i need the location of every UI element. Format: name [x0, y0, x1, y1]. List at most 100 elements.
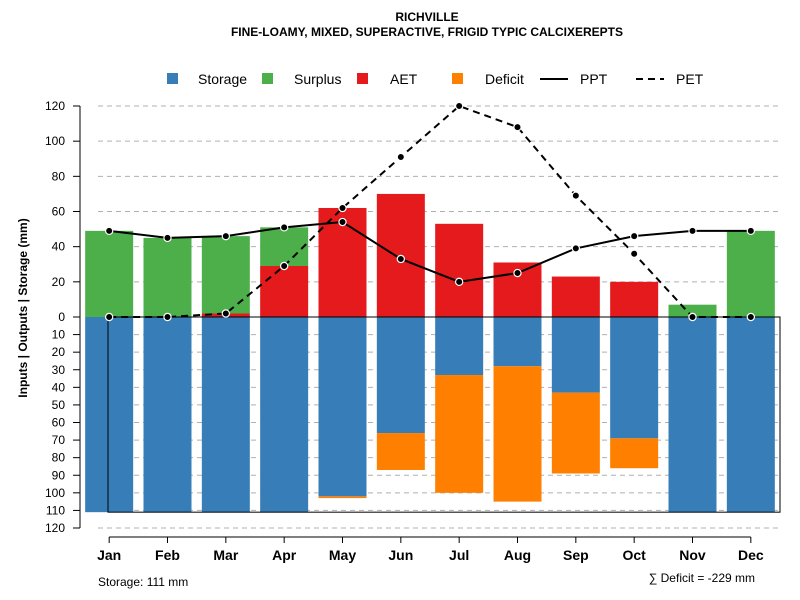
pet-point — [746, 312, 756, 322]
ppt-point — [454, 277, 464, 287]
gridlines — [98, 105, 780, 529]
y-tick-label: 120 — [45, 99, 65, 113]
y-tick-label: 100 — [45, 134, 65, 148]
legend-swatch — [167, 73, 178, 84]
x-tick-label: Jun — [388, 547, 413, 563]
chart-title: RICHVILLE — [395, 10, 458, 24]
ppt-point — [221, 231, 231, 241]
y-tick-label: 80 — [52, 169, 66, 183]
x-tick-label: Aug — [504, 547, 531, 563]
storage-bar — [493, 317, 542, 367]
x-tick-label: Nov — [679, 547, 706, 563]
storage-bar — [668, 317, 717, 513]
pet-point — [454, 101, 464, 111]
chart-subtitle: FINE-LOAMY, MIXED, SUPERACTIVE, FRIGID T… — [231, 25, 623, 39]
surplus-bar — [85, 230, 134, 317]
y-tick-label: 0 — [58, 310, 65, 324]
pet-point — [279, 261, 289, 271]
deficit-bar — [551, 392, 600, 474]
legend-swatch — [262, 73, 273, 84]
deficit-bar — [376, 433, 425, 470]
y-tick-label: 70 — [52, 433, 66, 447]
x-tick-label: Apr — [272, 547, 297, 563]
pet-point — [396, 152, 406, 162]
y-tick-label: 40 — [52, 380, 66, 394]
deficit-bar — [435, 375, 484, 493]
y-tick-label: 90 — [52, 468, 66, 482]
ppt-point — [688, 226, 697, 236]
ppt-point — [338, 217, 347, 227]
x-tick-label: Jul — [449, 547, 469, 563]
x-tick-label: Jan — [97, 547, 121, 563]
x-tick-label: Feb — [155, 547, 180, 563]
surplus-bar — [726, 230, 775, 317]
y-tick-label: 20 — [52, 345, 66, 359]
pet-point — [513, 122, 522, 132]
ppt-point — [163, 233, 172, 243]
legend-label: PPT — [580, 71, 608, 87]
surplus-bar — [143, 237, 192, 317]
storage-bar — [376, 317, 425, 434]
legend-label: AET — [390, 71, 418, 87]
y-tick-label: 120 — [45, 521, 65, 535]
y-tick-label: 40 — [52, 240, 66, 254]
legend-label: Deficit — [485, 71, 524, 87]
storage-bar — [318, 317, 367, 497]
y-tick-label: 20 — [52, 275, 66, 289]
y-tick-label: 30 — [52, 363, 66, 377]
ppt-point — [571, 244, 581, 253]
ppt-point — [629, 231, 639, 241]
pet-point — [338, 203, 347, 213]
ppt-line — [109, 221, 751, 283]
aet-bar — [551, 276, 600, 317]
ppt-point — [513, 268, 522, 278]
bars — [85, 193, 781, 513]
deficit-bar — [610, 438, 659, 469]
ppt-point — [396, 254, 406, 264]
storage-note: Storage: 111 mm — [98, 575, 188, 589]
legend-label: Surplus — [294, 71, 341, 87]
surplus-bar — [260, 227, 309, 267]
x-tick-label: Mar — [213, 547, 238, 563]
pet-point — [629, 249, 639, 258]
y-tick-label: 80 — [52, 451, 66, 465]
pet-point — [163, 312, 172, 322]
ppt-point — [104, 226, 114, 236]
ppt-point — [746, 226, 756, 236]
y-tick-label: 60 — [52, 205, 66, 219]
storage-bar — [143, 317, 192, 513]
storage-bar — [260, 317, 309, 513]
x-tick-label: May — [329, 547, 356, 563]
y-tick-label: 110 — [46, 503, 65, 517]
x-tick-label: Sep — [563, 547, 589, 563]
lines — [104, 101, 756, 322]
y-tick-label: 60 — [52, 416, 66, 430]
x-tick-label: Dec — [738, 547, 764, 563]
deficit-bar — [493, 366, 542, 502]
pet-point — [571, 191, 581, 200]
surplus-bar — [201, 236, 250, 314]
storage-bar — [551, 317, 600, 393]
aet-bar — [435, 223, 484, 317]
axes: 0 20 40 60 80 100 120 10 20 30 40 50 60 70 80 90 100 110 1… — [45, 99, 764, 563]
pet-line — [109, 104, 751, 318]
pet-point — [104, 312, 114, 322]
surplus-bar — [668, 304, 717, 317]
aet-bar — [260, 266, 309, 317]
ppt-point — [279, 223, 289, 232]
pet-point — [221, 309, 231, 318]
storage-bar — [435, 317, 484, 376]
y-axis-label: Inputs | Outputs | Storage (mm) — [16, 218, 30, 397]
legend: Storage Surplus AET Deficit PPT PET — [167, 71, 704, 87]
pet-point — [688, 312, 697, 322]
storage-bar — [85, 317, 134, 513]
legend-swatch — [357, 73, 368, 84]
legend-label: PET — [676, 71, 704, 87]
legend-label: Storage — [198, 71, 247, 87]
x-tick-label: Oct — [622, 547, 646, 563]
legend-swatch — [452, 73, 463, 84]
storage-bar — [201, 317, 250, 513]
y-tick-label: 50 — [52, 398, 66, 412]
aet-bar — [610, 281, 659, 317]
